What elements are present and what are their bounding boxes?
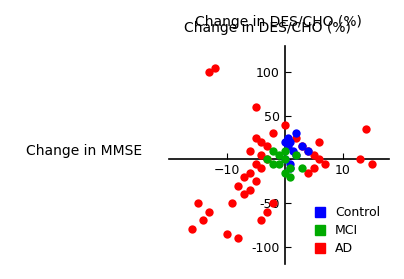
Point bbox=[282, 122, 288, 127]
Point bbox=[270, 162, 276, 166]
Point bbox=[305, 148, 311, 153]
Point bbox=[258, 166, 265, 170]
Point bbox=[194, 201, 201, 205]
Point bbox=[264, 210, 271, 214]
Point bbox=[287, 166, 294, 170]
Point bbox=[246, 188, 253, 192]
Point bbox=[287, 175, 294, 179]
Point bbox=[241, 192, 247, 196]
Text: Change in DES/CHO (%): Change in DES/CHO (%) bbox=[196, 15, 362, 29]
Point bbox=[258, 218, 265, 223]
Point bbox=[252, 179, 259, 184]
Point bbox=[276, 162, 282, 166]
Point bbox=[264, 157, 271, 162]
Point bbox=[235, 236, 242, 240]
Point bbox=[305, 148, 311, 153]
Point bbox=[258, 140, 265, 144]
Point bbox=[287, 162, 294, 166]
Point bbox=[252, 135, 259, 140]
Point bbox=[316, 157, 323, 162]
Point bbox=[258, 153, 265, 157]
Point bbox=[290, 148, 297, 153]
Point bbox=[206, 70, 213, 74]
Point bbox=[322, 162, 328, 166]
Point bbox=[310, 153, 317, 157]
Point bbox=[310, 166, 317, 170]
Text: Change in MMSE: Change in MMSE bbox=[26, 144, 142, 158]
Point bbox=[287, 166, 294, 170]
Point bbox=[368, 162, 375, 166]
Point bbox=[270, 148, 276, 153]
Point bbox=[264, 144, 271, 149]
Point bbox=[189, 227, 195, 231]
Point bbox=[299, 144, 305, 149]
Point bbox=[282, 157, 288, 162]
Point bbox=[282, 148, 288, 153]
Point bbox=[293, 135, 299, 140]
Point bbox=[235, 183, 242, 188]
Point bbox=[252, 162, 259, 166]
Point bbox=[282, 157, 288, 162]
Point bbox=[270, 131, 276, 136]
Point bbox=[293, 153, 299, 157]
Point bbox=[229, 201, 236, 205]
Point bbox=[212, 66, 218, 70]
Point bbox=[252, 105, 259, 109]
Point bbox=[357, 157, 363, 162]
Point bbox=[284, 144, 291, 149]
Point bbox=[284, 135, 291, 140]
Point bbox=[223, 231, 230, 236]
Point bbox=[206, 210, 213, 214]
Point bbox=[276, 153, 282, 157]
Point bbox=[305, 170, 311, 175]
Point bbox=[200, 218, 207, 223]
Y-axis label: Change in DES/CHO (%): Change in DES/CHO (%) bbox=[184, 21, 351, 35]
Point bbox=[299, 166, 305, 170]
Point bbox=[246, 170, 253, 175]
Legend: Control, MCI, AD: Control, MCI, AD bbox=[313, 204, 383, 258]
Point bbox=[299, 144, 305, 149]
Point bbox=[287, 140, 294, 144]
Point bbox=[282, 140, 288, 144]
Point bbox=[293, 153, 299, 157]
Point bbox=[282, 170, 288, 175]
Point bbox=[293, 131, 299, 136]
Point bbox=[264, 157, 271, 162]
Point bbox=[316, 140, 323, 144]
Point bbox=[246, 148, 253, 153]
Point bbox=[270, 201, 276, 205]
Point bbox=[241, 175, 247, 179]
Point bbox=[362, 127, 369, 131]
